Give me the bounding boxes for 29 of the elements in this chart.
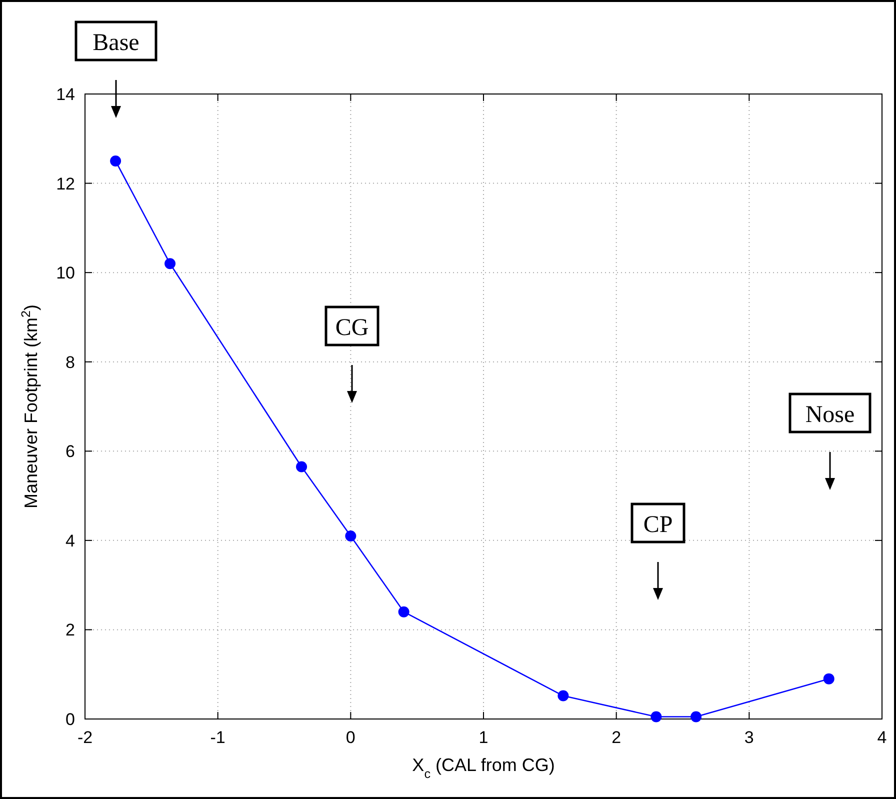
annotation: Nose xyxy=(805,402,855,428)
annotation: CG xyxy=(335,315,369,341)
y-tick-label: 6 xyxy=(66,442,75,462)
x-tick-label: 4 xyxy=(877,728,887,747)
x-tick-label: 3 xyxy=(744,728,754,747)
point xyxy=(110,155,122,166)
y-tick-label: 4 xyxy=(66,531,75,550)
point xyxy=(345,530,356,542)
x-tick-label: 1 xyxy=(478,728,488,747)
point xyxy=(650,711,662,722)
point xyxy=(164,258,176,270)
point xyxy=(690,711,702,722)
point xyxy=(558,690,569,702)
y-tick-label: 8 xyxy=(66,352,75,372)
point xyxy=(398,606,410,618)
x-tick-label: 2 xyxy=(612,728,622,747)
x-tick-label: -2 xyxy=(77,728,93,747)
y-tick-label: 0 xyxy=(66,710,75,729)
x-tick-label: 0 xyxy=(346,728,356,747)
point xyxy=(296,461,308,472)
point xyxy=(823,673,834,684)
y-tick-label: 2 xyxy=(66,620,75,640)
y-tick-label: 12 xyxy=(56,174,75,194)
y-tick-label: 10 xyxy=(56,264,75,283)
text: Base xyxy=(92,30,140,56)
y-tick-label: 14 xyxy=(56,85,75,104)
annotation: CP xyxy=(643,512,673,538)
x-tick-label: -1 xyxy=(210,728,226,747)
x-axis-title: X$_{c}$ (CAL from CG) xyxy=(412,755,555,781)
